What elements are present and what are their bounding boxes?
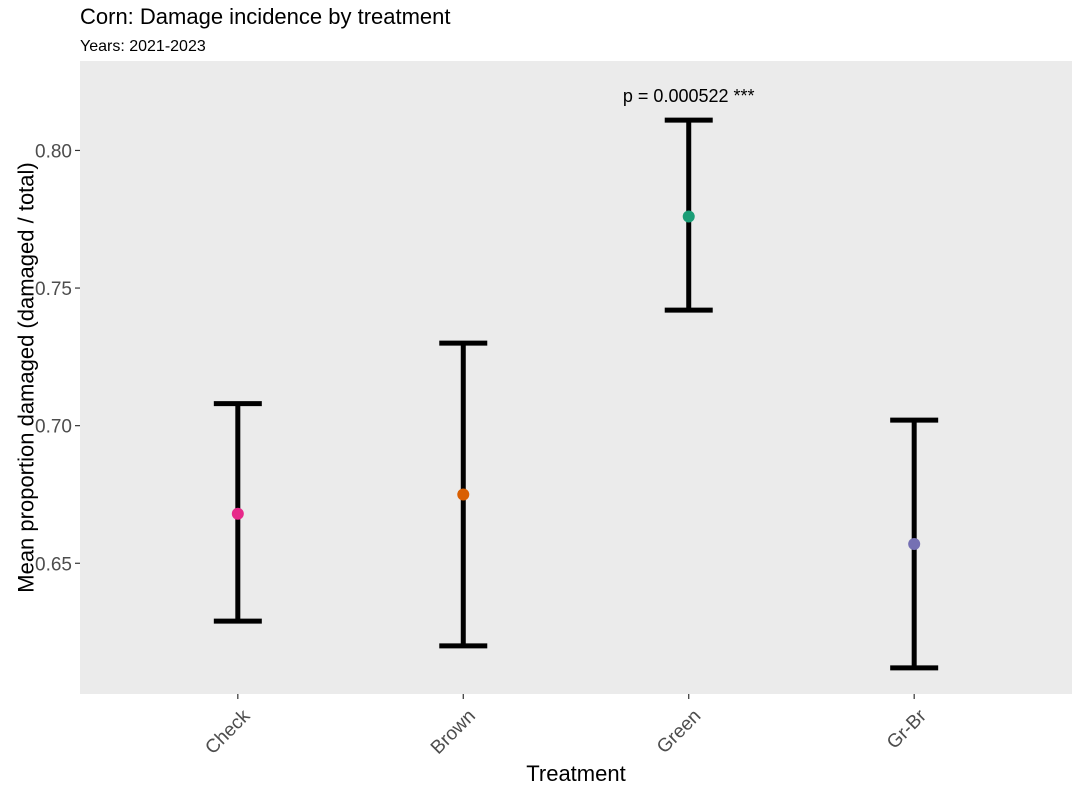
mean-point (457, 488, 470, 501)
x-tick-label: Check (201, 705, 254, 758)
mean-point (682, 210, 695, 223)
mean-point (908, 538, 921, 551)
chart-subtitle: Years: 2021-2023 (80, 38, 206, 55)
marks: p = 0.000522 *** (213, 86, 939, 671)
x-axis-title: Treatment (526, 761, 625, 786)
plot-panel (80, 61, 1072, 694)
y-axis-title: Mean proportion damaged (damaged / total… (14, 162, 39, 592)
errorbar-gr-br (890, 417, 939, 671)
x-tick-label: Green (653, 706, 705, 758)
p-value-annotation: p = 0.000522 *** (623, 86, 755, 106)
errorbar-brown (439, 340, 488, 649)
chart-title: Corn: Damage incidence by treatment (80, 4, 451, 29)
errorbar-check (213, 401, 262, 624)
x-tick-label: Brown (427, 706, 480, 759)
y-tick-label: 0.70 (35, 417, 72, 438)
y-tick-label: 0.75 (35, 279, 72, 300)
y-tick-label: 0.65 (35, 554, 72, 575)
errorbar-green (664, 117, 713, 313)
y-tick-label: 0.80 (35, 141, 72, 162)
y-axis: 0.65 0.70 0.75 0.80 (35, 141, 80, 575)
x-axis: Check Brown Green Gr-Br (201, 694, 931, 759)
x-tick-label: Gr-Br (883, 705, 931, 753)
mean-point (231, 507, 244, 520)
